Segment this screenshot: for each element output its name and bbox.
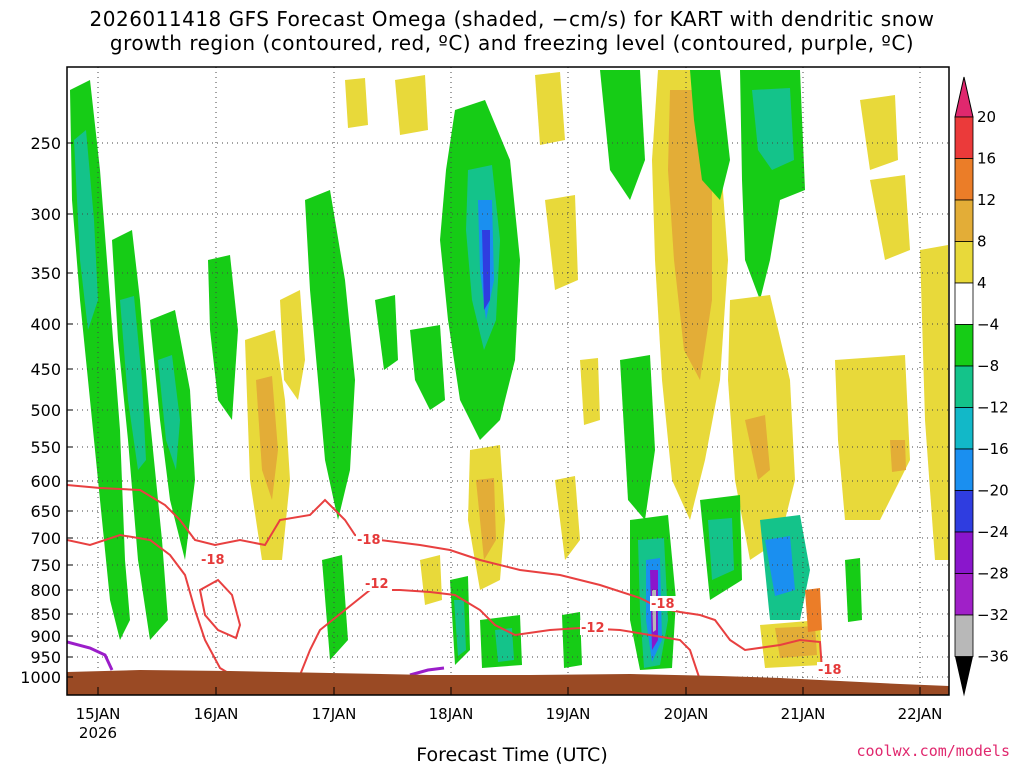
y-tick-label: 850 [30, 605, 61, 624]
x-tick-label: 17JAN [312, 705, 357, 723]
colorbar-label: 8 [977, 233, 987, 251]
y-tick-label: 900 [30, 627, 61, 646]
colorbar-band [954, 241, 974, 284]
colorbar-label: −16 [977, 440, 1009, 458]
colorbar-band [954, 365, 974, 408]
y-tick-label: 450 [30, 360, 61, 379]
x-axis: 15JAN 16JAN 17JAN 18JAN 19JAN 20JAN 21JAN 22JAN [76, 687, 943, 723]
colorbar-band [954, 614, 974, 657]
colorbar-band [954, 158, 974, 201]
contour-label-6: -18 [818, 663, 842, 678]
credit-text[interactable]: coolwx.com/models [856, 742, 1010, 760]
x-tick-label: 15JAN [76, 705, 121, 723]
colorbar-label: −12 [977, 399, 1009, 417]
dgz-contour-right [659, 607, 823, 671]
dgz-contour-lower [299, 589, 701, 681]
y-tick-label: 250 [30, 134, 61, 153]
y-tick-label: 600 [30, 472, 61, 491]
x-tick-label: 16JAN [194, 705, 239, 723]
contour-label-3: -12 [365, 577, 389, 592]
y-tick-label: 650 [30, 502, 61, 521]
x-tick-label: 20JAN [664, 705, 709, 723]
x-axis-label: Forecast Time (UTC) [416, 744, 608, 766]
y-tick-label: 750 [30, 556, 61, 575]
y-tick-label: 300 [30, 205, 61, 224]
colorbar-band [954, 531, 974, 574]
colorbar-band [954, 490, 974, 533]
colorbar-band [954, 448, 974, 491]
colorbar-band [954, 282, 974, 325]
y-tick-label: 350 [30, 264, 61, 283]
colorbar-top-arrow [954, 76, 974, 118]
dgz-contour-loop [198, 578, 242, 640]
y-tick-label: 800 [30, 581, 61, 600]
x-tick-label: 21JAN [781, 705, 826, 723]
y-tick-label: 400 [30, 315, 61, 334]
chart-title-line1: 2026011418 GFS Forecast Omega (shaded, −… [89, 7, 935, 31]
colorbar-label: −32 [977, 606, 1009, 624]
contour-labels: -18 -18 -12 -12 -18 -18 [200, 532, 845, 678]
colorbar-label: 12 [977, 191, 996, 209]
colorbar-band [954, 407, 974, 450]
ground-terrain [67, 670, 949, 695]
colorbar-band [954, 116, 974, 159]
y-tick-label: 950 [30, 648, 61, 667]
colorbar-label: −8 [977, 357, 999, 375]
y-axis: 250 300 350 400 450 500 550 600 650 700 750 800 850 9… [20, 134, 73, 687]
y-tick-label: 500 [30, 401, 61, 420]
colorbar-label: −4 [977, 316, 999, 334]
x-tick-label: 18JAN [429, 705, 474, 723]
colorbar-label: −20 [977, 482, 1009, 500]
x-tick-label: 19JAN [546, 705, 591, 723]
colorbar-label: 20 [977, 108, 996, 126]
omega-shading [70, 70, 949, 670]
chart-title-line2: growth region (contoured, red, ºC) and f… [109, 31, 915, 55]
freezing-level-left [67, 640, 114, 671]
contour-label-5: -18 [651, 597, 675, 612]
contour-label-4: -12 [581, 621, 605, 636]
colorbar-label: −36 [977, 648, 1009, 666]
y-tick-label: 700 [30, 529, 61, 548]
contour-label-1: -18 [201, 553, 225, 568]
contour-label-2: -18 [357, 533, 381, 548]
freezing-level-mid [409, 666, 445, 677]
colorbar-label: −24 [977, 523, 1009, 541]
y-tick-label: 1000 [20, 668, 61, 687]
colorbar-label: 16 [977, 150, 996, 168]
dgz-contour-mid [67, 533, 241, 681]
colorbar-label: −28 [977, 565, 1009, 583]
dgz-contour-upper [67, 484, 661, 609]
colorbar-label: 4 [977, 274, 987, 292]
plot-frame [66, 66, 950, 696]
colorbar-bottom-arrow [955, 656, 973, 697]
x-tick-label: 22JAN [898, 705, 943, 723]
colorbar-band [954, 199, 974, 242]
x-year-label: 2026 [79, 724, 117, 742]
colorbar: 20 16 12 8 4 −4 −8 −12 −16 −20 −24 −28 −32 −36 [954, 76, 1009, 697]
colorbar-band [954, 324, 974, 367]
contours [67, 484, 823, 681]
y-tick-label: 550 [30, 438, 61, 457]
colorbar-band [954, 573, 974, 616]
